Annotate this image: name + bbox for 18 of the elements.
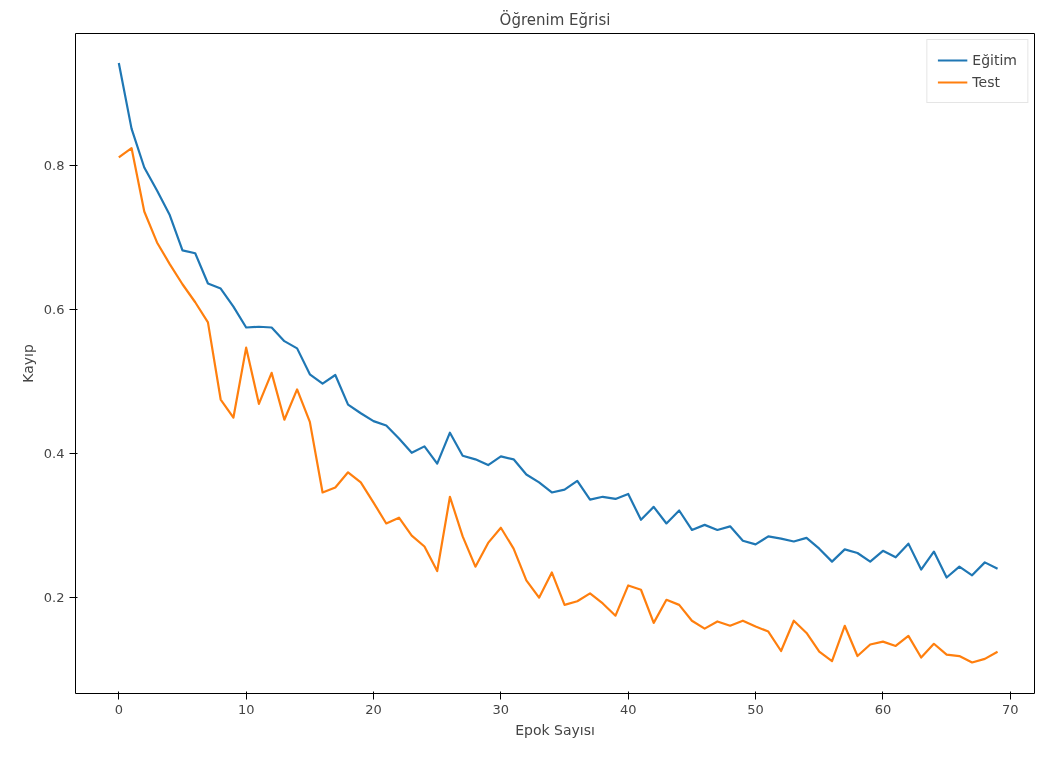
- chart-title: Öğrenim Eğrisi: [499, 9, 611, 29]
- x-tick-label: 60: [874, 701, 892, 717]
- x-tick-label: 30: [492, 701, 510, 717]
- x-tick-label: 10: [237, 701, 255, 717]
- x-tick-label: 70: [1002, 701, 1019, 717]
- x-tick-label: 0: [114, 701, 123, 717]
- y-tick-label: 0.4: [43, 446, 65, 462]
- y-axis-title: Kayıp: [19, 344, 36, 383]
- x-tick-label: 20: [365, 701, 382, 717]
- x-axis-title: Epok Sayısı: [515, 721, 595, 738]
- x-tick-label: 40: [619, 701, 637, 717]
- legend-label: Test: [972, 74, 1000, 90]
- line-series: [117, 146, 999, 664]
- x-tick-label: 50: [747, 701, 764, 717]
- y-tick-label: 0.2: [43, 590, 65, 606]
- y-tick-label: 0.6: [43, 301, 65, 317]
- legend-label: Eğitim: [972, 52, 1017, 68]
- y-tick-label: 0.8: [43, 157, 65, 173]
